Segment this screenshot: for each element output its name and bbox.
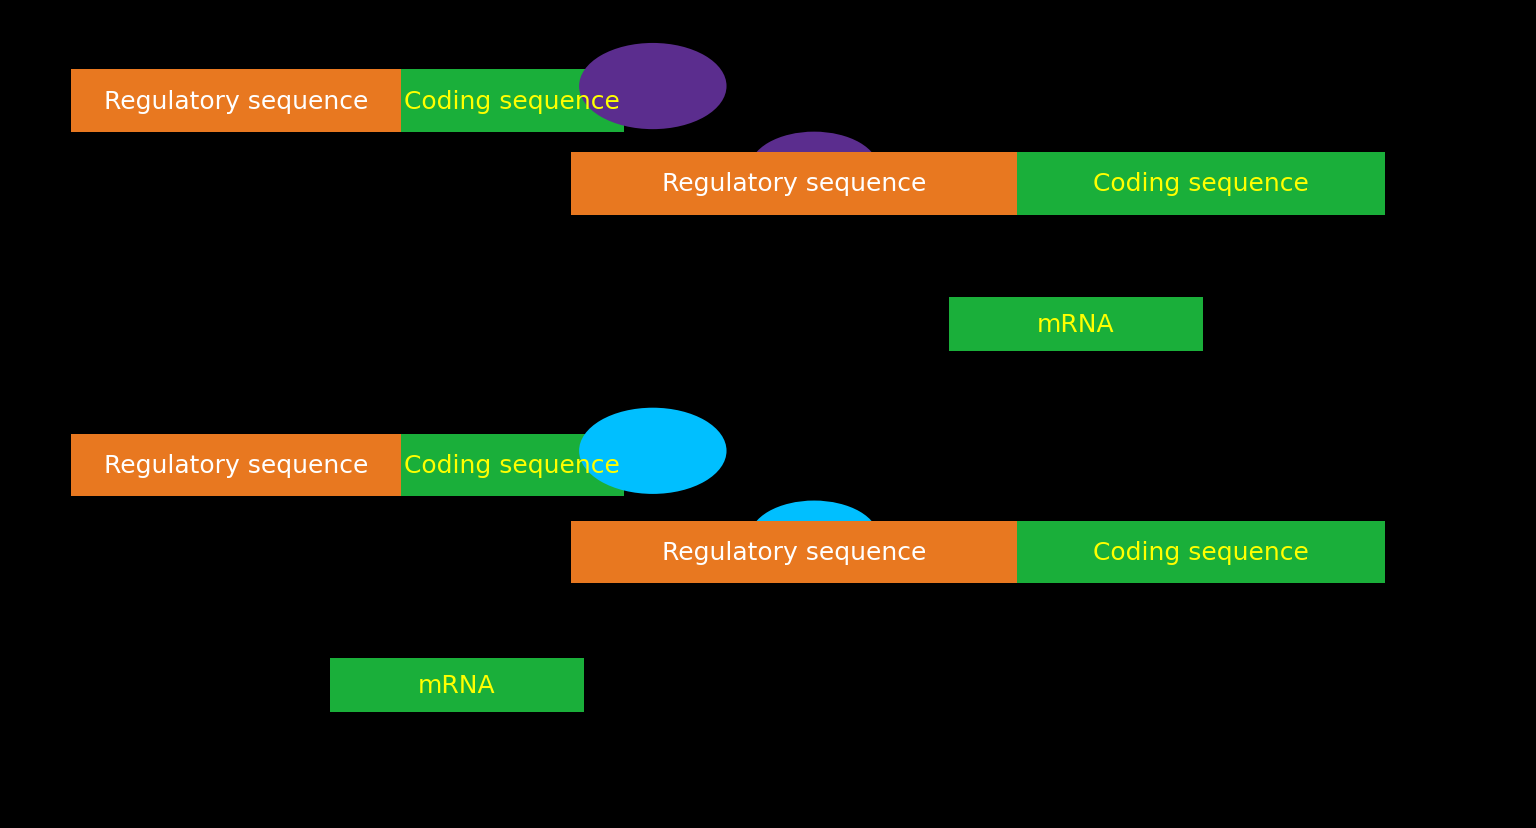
FancyBboxPatch shape <box>330 658 584 712</box>
Text: mRNA: mRNA <box>1037 313 1115 337</box>
Ellipse shape <box>579 44 727 130</box>
FancyBboxPatch shape <box>401 70 624 132</box>
Ellipse shape <box>750 132 879 207</box>
FancyBboxPatch shape <box>71 70 401 132</box>
FancyBboxPatch shape <box>1017 522 1385 584</box>
Text: mRNA: mRNA <box>418 673 496 697</box>
Text: Coding sequence: Coding sequence <box>404 89 621 113</box>
Text: Regulatory sequence: Regulatory sequence <box>662 541 926 565</box>
Ellipse shape <box>579 408 727 494</box>
Text: Coding sequence: Coding sequence <box>1094 541 1309 565</box>
FancyBboxPatch shape <box>71 435 401 497</box>
Text: Regulatory sequence: Regulatory sequence <box>662 172 926 196</box>
Ellipse shape <box>750 501 879 575</box>
Text: Coding sequence: Coding sequence <box>404 454 621 478</box>
FancyBboxPatch shape <box>571 153 1017 215</box>
Text: Regulatory sequence: Regulatory sequence <box>103 454 369 478</box>
Text: Regulatory sequence: Regulatory sequence <box>103 89 369 113</box>
FancyBboxPatch shape <box>401 435 624 497</box>
FancyBboxPatch shape <box>949 298 1203 352</box>
FancyBboxPatch shape <box>571 522 1017 584</box>
FancyBboxPatch shape <box>1017 153 1385 215</box>
Text: Coding sequence: Coding sequence <box>1094 172 1309 196</box>
